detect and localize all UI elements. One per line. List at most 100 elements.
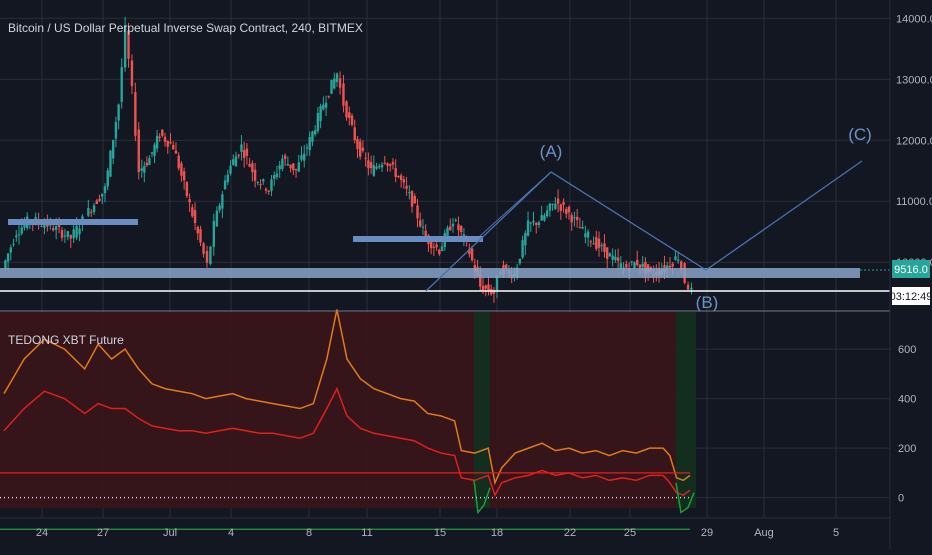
candle-body bbox=[308, 137, 311, 150]
candle-body bbox=[256, 182, 260, 184]
candle-body bbox=[432, 246, 436, 248]
candle-body bbox=[101, 193, 104, 197]
candle-body bbox=[367, 160, 370, 169]
candle-body bbox=[402, 179, 406, 183]
candle-body bbox=[188, 199, 191, 203]
time-tick-label: Aug bbox=[754, 527, 774, 539]
candle-body bbox=[205, 251, 209, 263]
candle-body bbox=[52, 228, 55, 231]
candle-body bbox=[163, 136, 167, 142]
candle-body bbox=[597, 238, 601, 248]
candle-body bbox=[12, 243, 15, 245]
candle-body bbox=[169, 141, 172, 144]
candle-body bbox=[218, 205, 221, 211]
zone-bullish bbox=[474, 312, 490, 508]
support-level-1 bbox=[8, 219, 138, 225]
candle-body bbox=[364, 157, 367, 159]
time-tick-label: 27 bbox=[97, 527, 109, 539]
candle-body bbox=[554, 203, 557, 209]
candle-body bbox=[262, 179, 265, 182]
candle-body bbox=[633, 262, 636, 269]
candle-body bbox=[454, 219, 457, 221]
candle-body bbox=[111, 139, 115, 159]
time-axis[interactable]: 24 27 Jul 4 8 11 15 18 22 25 29 Aug 5 bbox=[36, 527, 839, 539]
candle-body bbox=[578, 227, 582, 229]
candle-body bbox=[589, 241, 593, 243]
candle-body bbox=[556, 198, 560, 204]
candle-body bbox=[644, 262, 647, 274]
candle-body bbox=[275, 173, 279, 178]
candle-body bbox=[322, 104, 325, 110]
candle-body bbox=[535, 222, 538, 226]
candle-body bbox=[603, 243, 606, 253]
candle-body bbox=[462, 234, 466, 237]
candle-body bbox=[348, 112, 351, 118]
candle-body bbox=[90, 211, 93, 213]
candle-body bbox=[270, 179, 273, 192]
wave-line bbox=[479, 171, 552, 237]
candle-body bbox=[66, 231, 70, 237]
candle-body bbox=[229, 165, 232, 174]
candle-body bbox=[606, 247, 609, 259]
candle-body bbox=[567, 206, 571, 213]
wave-label: (C) bbox=[848, 125, 872, 144]
last-price-value: 9516.0 bbox=[894, 264, 928, 276]
time-tick-label: 29 bbox=[701, 527, 713, 539]
candle-body bbox=[521, 240, 524, 258]
candle-body bbox=[686, 284, 690, 290]
candle-body bbox=[446, 227, 449, 237]
candle-body bbox=[253, 169, 257, 181]
candle-body bbox=[532, 220, 535, 223]
price-tick-label: 12000.0 bbox=[896, 135, 932, 147]
candle-body bbox=[166, 140, 169, 147]
candle-body bbox=[140, 168, 143, 171]
candle-body bbox=[424, 230, 427, 238]
candle-body bbox=[440, 246, 444, 252]
countdown-badge bbox=[892, 287, 930, 305]
candle-body bbox=[120, 67, 123, 102]
candle-body bbox=[245, 148, 249, 156]
candle-body bbox=[470, 248, 474, 261]
candle-body bbox=[103, 186, 107, 194]
candle-body bbox=[259, 184, 262, 186]
countdown-value: 03:12:49 bbox=[890, 291, 932, 303]
candle-body bbox=[378, 166, 381, 168]
candle-body bbox=[451, 223, 455, 227]
candle-body bbox=[641, 263, 644, 268]
candle-body bbox=[676, 259, 680, 262]
candle-body bbox=[386, 163, 389, 166]
last-price-badge bbox=[892, 260, 930, 278]
candle-body bbox=[690, 287, 693, 290]
candle-body bbox=[143, 166, 146, 173]
candle-body bbox=[435, 244, 438, 248]
candle-body bbox=[57, 224, 61, 227]
zone-bearish bbox=[490, 312, 676, 508]
time-tick-label: Jul bbox=[163, 527, 177, 539]
candle-body bbox=[505, 264, 508, 268]
candle-body bbox=[358, 141, 362, 157]
candle-body bbox=[559, 204, 562, 211]
candle-body bbox=[106, 170, 109, 187]
candle-body bbox=[75, 225, 78, 238]
candle-body bbox=[459, 226, 463, 233]
candle-body bbox=[72, 229, 75, 239]
candle-body bbox=[300, 155, 303, 160]
candle-body bbox=[109, 150, 112, 177]
candle-body bbox=[283, 155, 287, 159]
candle-body bbox=[40, 226, 43, 228]
candle-body bbox=[551, 203, 554, 205]
candle-body bbox=[172, 144, 175, 150]
candle-body bbox=[335, 73, 339, 82]
candle-body bbox=[242, 150, 246, 158]
candle-body bbox=[234, 156, 238, 167]
candle-body bbox=[9, 247, 13, 253]
time-tick-label: 24 bbox=[36, 527, 48, 539]
time-tick-label: 8 bbox=[306, 527, 312, 539]
candle-body bbox=[202, 243, 205, 254]
candle-body bbox=[391, 162, 395, 165]
indicator-axis[interactable]: 600 400 200 0 bbox=[898, 344, 916, 505]
time-tick-label: 4 bbox=[228, 527, 234, 539]
candle-body bbox=[43, 224, 46, 228]
indicator-series-red bbox=[3, 386, 691, 498]
